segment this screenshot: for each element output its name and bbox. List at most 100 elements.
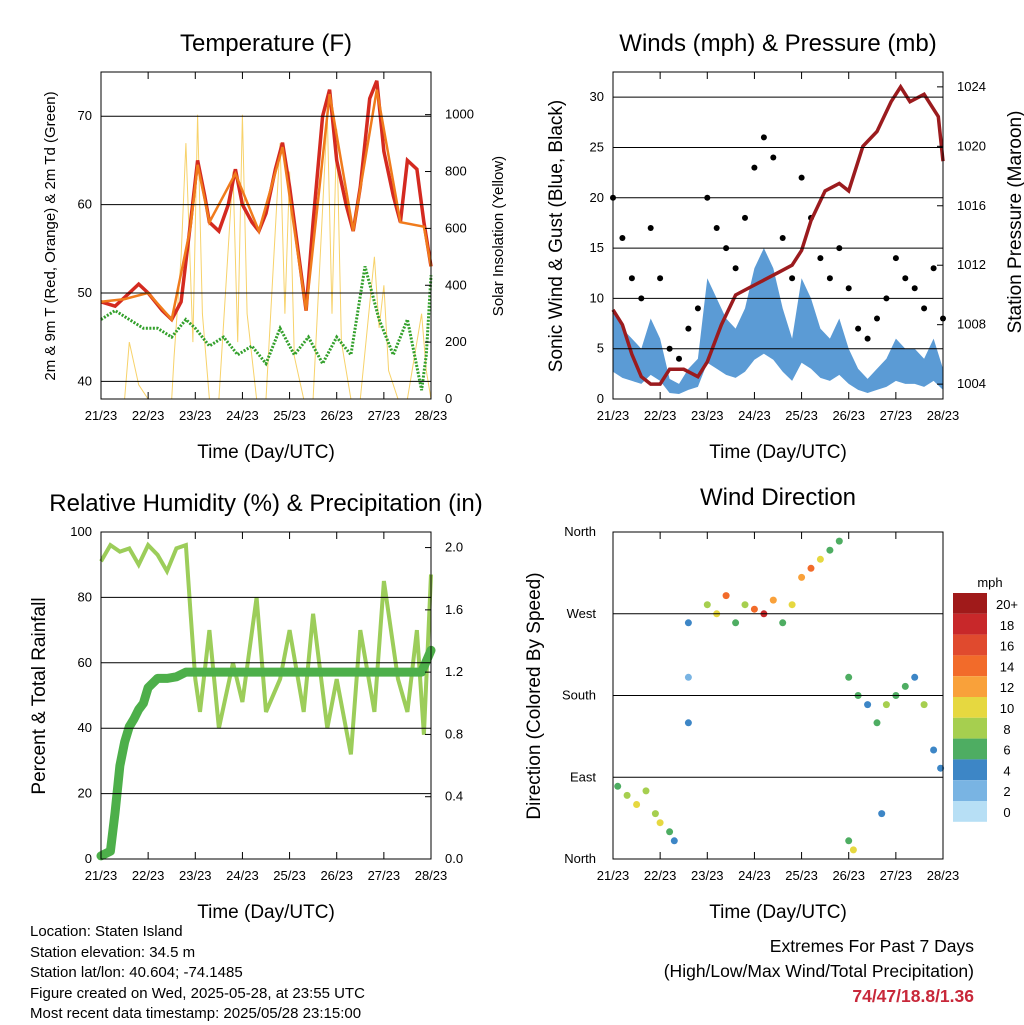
direction-point: [614, 782, 622, 790]
legend-swatch: [953, 676, 987, 697]
y2-tick-label: 800: [445, 164, 467, 179]
x-tick-label: 26/23: [832, 868, 865, 883]
y2-tick-label: 1016: [957, 198, 986, 213]
y2-tick-label: 0.8: [445, 726, 463, 741]
humidity-line: [99, 541, 433, 755]
legend-title: mph: [977, 575, 1002, 590]
x-tick-label: 24/23: [226, 868, 259, 883]
plot-frame: [612, 71, 944, 400]
temperature-xlabel: Time (Day/UTC): [197, 442, 335, 463]
direction-point: [845, 673, 853, 681]
direction-point: [666, 828, 674, 836]
direction-point: [670, 837, 678, 845]
direction-point: [750, 605, 758, 613]
x-tick-label: 21/23: [85, 868, 118, 883]
legend-label: 20+: [996, 597, 1018, 612]
direction-point: [835, 537, 843, 545]
y-tick-label: 15: [590, 240, 604, 255]
legend-swatch: [953, 613, 987, 635]
y2-tick-label: 1.2: [445, 664, 463, 679]
y2-tick-label: 1012: [957, 257, 986, 272]
x-tick-label: 23/23: [179, 408, 212, 423]
direction-point: [873, 719, 881, 727]
legend-label: 2: [1003, 784, 1010, 799]
plot-frame: [100, 531, 432, 860]
x-tick-label: 21/23: [85, 408, 118, 423]
gust-point: [628, 275, 635, 282]
direction-point: [722, 592, 730, 600]
x-tick-label: 21/23: [597, 868, 630, 883]
y-tick-label: North: [564, 524, 596, 539]
gust-point: [874, 315, 880, 322]
elevation-text: Station elevation: 34.5 m: [30, 943, 196, 961]
y2-tick-label: 1024: [957, 79, 986, 94]
gust-point: [826, 275, 833, 282]
recent-timestamp-text: Most recent data timestamp: 2025/05/28 2…: [30, 1005, 362, 1022]
direction-point: [882, 701, 890, 709]
series-line-1: [100, 89, 433, 323]
gust-point: [798, 174, 805, 181]
y2-tick-label: 400: [445, 277, 467, 292]
gust-point: [713, 225, 720, 231]
direction-point: [656, 819, 664, 827]
temperature-panel: Temperature (F) Time (Day/UTC) 2m & 9m T…: [42, 30, 507, 463]
y-tick-label: 20: [78, 786, 92, 801]
legend-label: 10: [1000, 701, 1014, 716]
speed-legend: 20+ 18 16 14 12 10 8 6 4 2 0: [953, 593, 1018, 822]
humidity-xlabel: Time (Day/UTC): [197, 902, 335, 923]
legend-swatch: [953, 780, 987, 801]
x-tick-label: 26/23: [320, 408, 353, 423]
legend-label: 4: [1003, 763, 1010, 778]
direction-point: [798, 573, 806, 581]
gust-point: [770, 154, 777, 161]
legend-label: 18: [1000, 618, 1014, 633]
extremes-box: Extremes For Past 7 Days (High/Low/Max W…: [664, 934, 974, 1009]
latlon-text: Station lat/lon: 40.604; -74.1485: [30, 964, 243, 981]
legend-swatch: [953, 655, 987, 677]
direction-point: [816, 555, 824, 563]
y-tick-label: 40: [78, 373, 92, 388]
y-tick-label: 60: [78, 197, 92, 212]
extremes-subheading: (High/Low/Max Wind/Total Precipitation): [663, 961, 974, 981]
y-tick-label: 0: [597, 391, 604, 406]
y2-tick-label: 1004: [957, 376, 986, 391]
direction-point: [703, 601, 711, 609]
x-tick-label: 25/23: [273, 408, 306, 423]
y-tick-label: 20: [590, 190, 604, 205]
gust-point: [676, 355, 682, 362]
y-tick-label: 5: [597, 341, 604, 356]
x-tick-label: 27/23: [368, 408, 401, 423]
direction-point: [807, 564, 815, 572]
gust-point: [817, 255, 824, 262]
x-tick-label: 21/23: [597, 408, 630, 423]
direction-point: [741, 601, 749, 609]
gust-point: [845, 285, 852, 292]
x-tick-label: 24/23: [226, 408, 259, 423]
direction-point: [911, 673, 919, 681]
x-tick-label: 27/23: [880, 868, 913, 883]
y2-tick-label: 0.4: [445, 789, 463, 804]
extremes-values: 74/47/18.8/1.36: [852, 986, 974, 1006]
gust-point: [742, 214, 748, 221]
created-text: Figure created on Wed, 2025-05-28, at 23…: [30, 984, 365, 1002]
direction-point: [633, 801, 641, 808]
gust-point: [902, 275, 909, 282]
y2-tick-label: 0.0: [445, 851, 463, 866]
legend-swatch: [953, 717, 987, 739]
x-tick-label: 25/23: [785, 868, 818, 883]
x-tick-label: 24/23: [738, 868, 771, 883]
y2-tick-label: 600: [445, 220, 467, 235]
y2-tick-label: 1008: [957, 317, 986, 332]
x-tick-label: 26/23: [320, 868, 353, 883]
direction-point: [849, 846, 857, 854]
winds-panel: Winds (mph) & Pressure (mb) Time (Day/UT…: [546, 30, 1024, 463]
x-tick-label: 22/23: [644, 868, 677, 883]
gust-point: [779, 235, 786, 241]
winds-xlabel: Time (Day/UTC): [709, 442, 847, 463]
legend-swatch: [953, 593, 987, 614]
direction-panel: Wind Direction Time (Day/UTC) Direction …: [524, 484, 1018, 923]
x-tick-label: 23/23: [691, 868, 724, 883]
direction-point: [901, 682, 909, 690]
station-info: Location: Staten Island Station elevatio…: [30, 922, 365, 1025]
direction-point: [826, 546, 834, 554]
